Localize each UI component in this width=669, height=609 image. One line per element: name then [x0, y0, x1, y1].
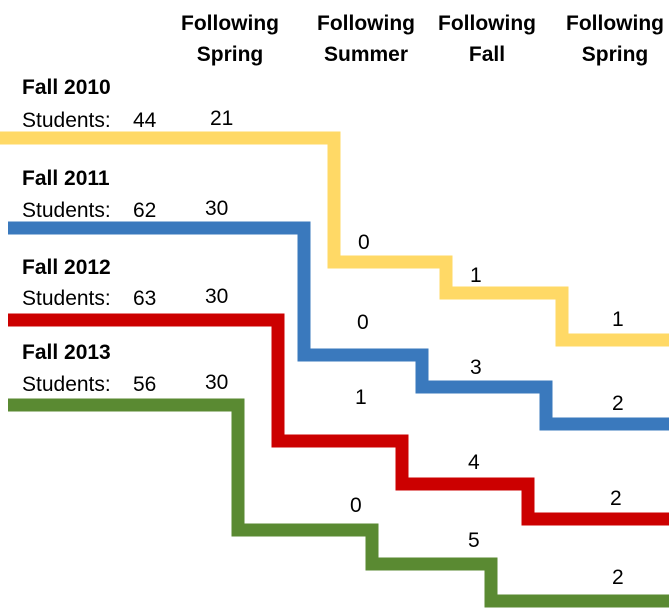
cohort-title: Fall 2012	[22, 256, 111, 279]
students-count: 63	[133, 287, 157, 310]
value-following-summer: 0	[358, 231, 370, 254]
students-label: Students:	[22, 199, 111, 222]
students-count: 62	[133, 199, 157, 222]
cohort-title: Fall 2011	[22, 167, 110, 190]
value-following-fall: 5	[468, 529, 480, 552]
value-following-spring-2: 2	[612, 566, 624, 589]
value-following-fall: 3	[470, 356, 482, 379]
header-following-fall: Following Fall	[438, 12, 536, 66]
line-fall-2012	[8, 313, 669, 526]
value-following-spring-2: 2	[612, 392, 624, 415]
value-following-spring-2: 1	[612, 308, 624, 331]
value-following-spring: 30	[205, 371, 229, 394]
header-following-summer: Following Summer	[317, 12, 415, 66]
header-following-spring-2: Following Spring	[566, 12, 664, 66]
header-following-spring-1: Following Spring	[181, 12, 279, 66]
cohort-title: Fall 2013	[22, 341, 111, 364]
students-count: 44	[133, 109, 157, 132]
value-following-fall: 4	[468, 451, 480, 474]
students-label: Students:	[22, 373, 111, 396]
value-following-fall: 1	[470, 264, 482, 287]
students-count: 56	[133, 373, 157, 396]
value-following-summer: 1	[355, 386, 367, 409]
cohort-title: Fall 2010	[22, 76, 111, 99]
value-following-spring: 30	[205, 285, 229, 308]
line-fall-2010	[0, 131, 669, 347]
value-following-spring-2: 2	[610, 487, 622, 510]
value-following-summer: 0	[350, 494, 362, 517]
line-fall-2013	[8, 398, 669, 608]
value-following-spring: 21	[210, 107, 234, 130]
value-following-spring: 30	[205, 197, 229, 220]
line-fall-2011	[8, 221, 669, 431]
value-following-summer: 0	[357, 311, 369, 334]
students-label: Students:	[22, 287, 111, 310]
students-label: Students:	[22, 109, 111, 132]
